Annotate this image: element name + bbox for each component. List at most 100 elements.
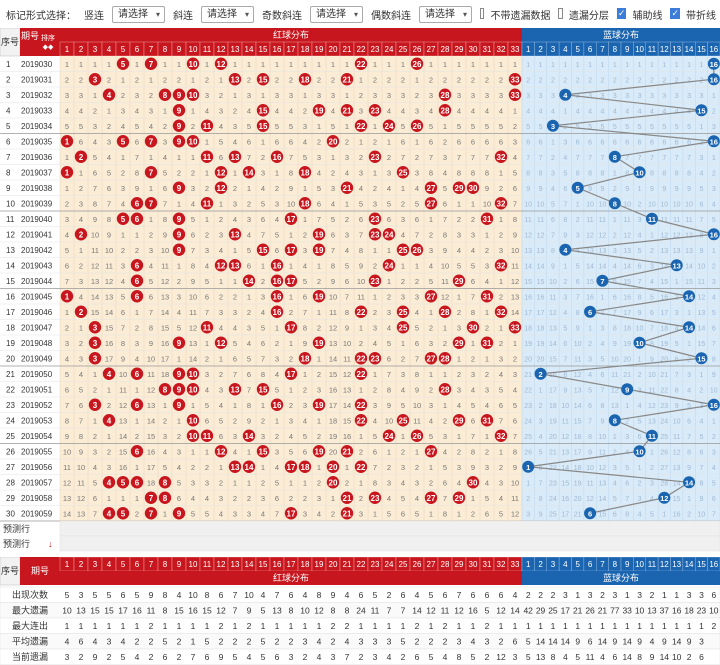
red-ball [340, 491, 354, 504]
red-omission: 1 [107, 494, 111, 503]
red-column-header: 3 [93, 45, 98, 54]
no-omission-checkbox[interactable] [480, 7, 485, 19]
blue-omission: 11 [685, 217, 692, 224]
red-omission: 7 [373, 463, 377, 472]
blue-omission: 10 [611, 356, 619, 363]
red-omission: 4 [233, 447, 237, 456]
blue-omission: 7 [551, 232, 555, 239]
red-omission: 2 [135, 432, 139, 441]
red-omission: 1 [135, 385, 139, 394]
red-omission: 12 [119, 401, 127, 410]
blue-omission: 11 [537, 217, 544, 224]
stat-blue-value: 2 [711, 621, 716, 631]
red-omission: 2 [233, 494, 237, 503]
red-ball-number: 29 [455, 339, 464, 348]
blue-column-header: 4 [563, 45, 568, 54]
blue-omission: 2 [576, 217, 580, 224]
red-omission: 3 [359, 509, 363, 518]
blue-omission: 13 [685, 248, 693, 255]
blue-omission: 9 [662, 186, 666, 193]
red-omission: 17 [105, 354, 113, 363]
row-period: 2019039 [21, 199, 53, 208]
blue-omission: 19 [549, 418, 557, 425]
blue-ball [621, 383, 634, 396]
red-omission: 4 [121, 199, 125, 208]
red-column-header: 27 [427, 45, 436, 54]
red-omission: 8 [191, 261, 195, 270]
red-omission: 1 [485, 432, 489, 441]
sort-button[interactable]: 排序 [41, 33, 55, 42]
red-omission: 7 [415, 230, 419, 239]
stat-red-value: 1 [373, 621, 378, 631]
blue-omission: 14 [561, 465, 569, 472]
blue-omission: 16 [561, 496, 569, 503]
red-ball [466, 476, 480, 489]
red-ball [144, 491, 158, 504]
diagonal-link-select[interactable]: 请选择 ▾ [201, 5, 254, 23]
stat-blue-value: 14 [660, 652, 670, 662]
polyline-checkbox[interactable]: ✓ [670, 7, 680, 19]
red-ball [256, 73, 270, 86]
red-ball-number: 14 [245, 168, 254, 177]
blue-omission: 12 [599, 232, 607, 239]
blue-omission: 8 [526, 170, 530, 177]
blue-omission: 4 [699, 170, 703, 177]
red-omission: 3 [65, 339, 69, 348]
omission-layer-checkbox[interactable] [558, 7, 563, 19]
blue-omission: 9 [650, 356, 654, 363]
red-omission: 1 [219, 463, 223, 472]
stat-blue-value: 2 [600, 590, 605, 600]
red-ball-number: 18 [301, 75, 310, 84]
red-ball-number: 17 [287, 215, 296, 224]
blue-omission: 17 [623, 310, 631, 317]
stat-red-value: 1 [261, 621, 266, 631]
stat-red-value: 4 [247, 652, 252, 662]
even-diagonal-select[interactable]: 请选择 ▾ [419, 5, 472, 23]
red-ball-number: 31 [483, 416, 492, 425]
red-ball [102, 367, 116, 380]
blue-omission: 10 [673, 418, 681, 425]
blue-omission: 5 [699, 186, 703, 193]
red-omission: 9 [345, 323, 349, 332]
blue-omission: 11 [562, 418, 569, 425]
red-omission: 5 [205, 509, 209, 518]
red-omission: 3 [79, 199, 83, 208]
blue-omission: 27 [660, 465, 668, 472]
red-omission: 1 [345, 60, 349, 69]
red-omission: 1 [373, 168, 377, 177]
forecast-row[interactable] [59, 535, 720, 552]
red-ball-number: 9 [177, 137, 182, 146]
blue-omission: 4 [650, 279, 654, 286]
guide-line-checkbox[interactable]: ✓ [616, 7, 627, 19]
red-omission: 5 [359, 199, 363, 208]
odd-diagonal-select[interactable]: 请选择 ▾ [310, 5, 363, 23]
red-omission: 2 [513, 122, 517, 131]
red-omission: 6 [303, 447, 307, 456]
red-column-header: 32 [497, 45, 506, 54]
blue-omission: 4 [551, 108, 555, 115]
blue-omission: 6 [600, 139, 604, 146]
red-ball-number: 22 [357, 354, 366, 363]
red-omission: 8 [429, 168, 433, 177]
red-ball-number: 2 [79, 308, 84, 317]
row-seq: 26 [6, 447, 15, 456]
red-omission: 6 [443, 199, 447, 208]
blue-omission: 1 [662, 62, 666, 69]
red-omission: 12 [147, 385, 155, 394]
red-omission: 1 [233, 401, 237, 410]
red-omission: 4 [387, 323, 391, 332]
red-ball [214, 166, 228, 179]
blue-omission: 1 [625, 62, 629, 69]
blue-omission: 15 [574, 418, 582, 425]
red-omission: 4 [65, 354, 69, 363]
stat-blue-value: 9 [662, 637, 667, 647]
blue-omission: 6 [588, 139, 592, 146]
blue-ball-number: 14 [685, 323, 694, 332]
blue-omission: 1 [638, 186, 642, 193]
blue-omission: 1 [638, 356, 642, 363]
forecast-row[interactable] [59, 520, 720, 537]
blue-omission: 1 [638, 465, 642, 472]
vertical-link-select[interactable]: 请选择 ▾ [112, 5, 165, 23]
blue-omission: 8 [675, 170, 679, 177]
red-omission: 4 [401, 106, 405, 115]
